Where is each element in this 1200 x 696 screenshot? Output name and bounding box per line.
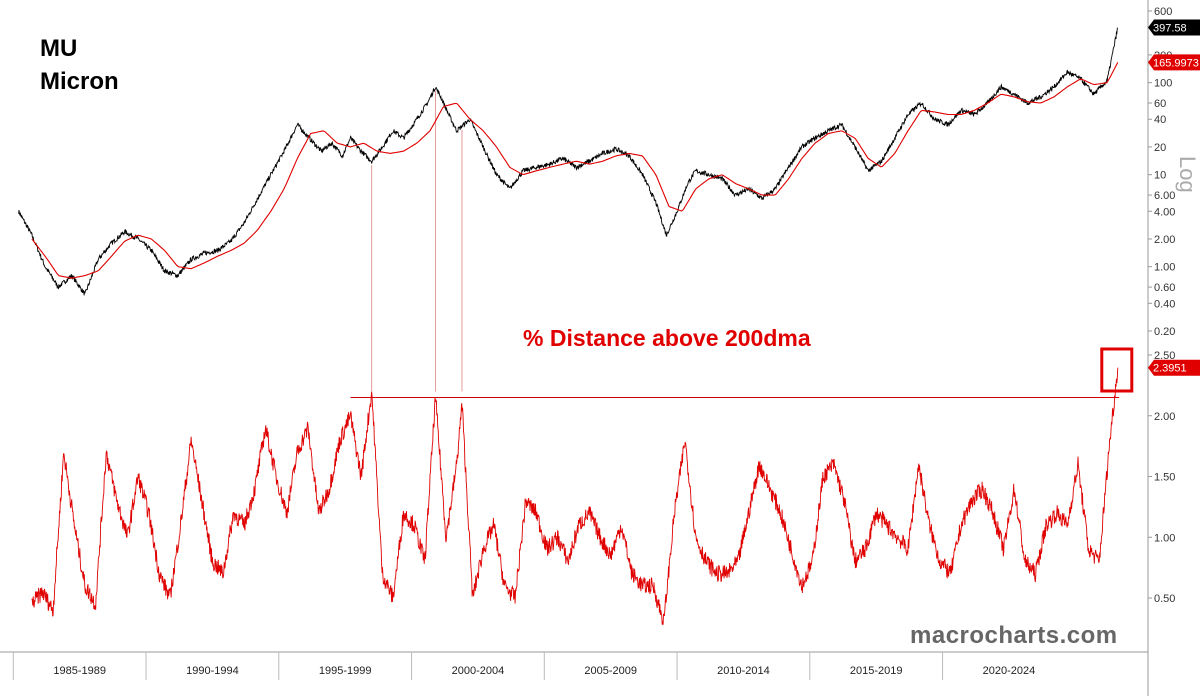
company-label: Micron <box>40 68 119 95</box>
latest-reading-box <box>1100 347 1134 393</box>
x-category-label: 1995-1999 <box>319 665 372 677</box>
lower-y-tick-label: 1.00 <box>1154 532 1175 544</box>
y-tick-label: 100 <box>1154 78 1172 90</box>
x-category-label: 2010-2014 <box>717 665 770 677</box>
x-category-label: 2005-2009 <box>584 665 637 677</box>
y-tick-label: 600 <box>1154 6 1172 18</box>
y-axis-title: Log <box>1175 156 1200 193</box>
y-tick-label: 20 <box>1154 142 1166 154</box>
last-price-flag-text: 397.58 <box>1153 22 1187 34</box>
lower-y-tick-label: 0.50 <box>1154 593 1175 605</box>
lower-panel-title: % Distance above 200dma <box>523 325 811 351</box>
last-price-flag: 397.58 <box>1148 19 1200 36</box>
ticker-label: MU <box>40 35 78 62</box>
last-ma-flag: 165.9973 <box>1148 54 1200 71</box>
x-category-label: 1985-1989 <box>53 665 106 677</box>
y-tick-label: 0.20 <box>1154 326 1175 338</box>
price-series-line <box>18 27 1118 296</box>
y-tick-label: 10 <box>1154 170 1166 182</box>
y-tick-label: 6.00 <box>1154 190 1175 202</box>
lower-y-tick-label: 2.50 <box>1154 350 1175 362</box>
lower-y-tick-label: 1.50 <box>1154 472 1175 484</box>
last-distance-flag-text: 2.3951 <box>1153 363 1187 375</box>
x-category-label: 2015-2019 <box>850 665 903 677</box>
x-category-label: 2000-2004 <box>452 665 505 677</box>
watermark: macrocharts.com <box>910 622 1118 649</box>
y-tick-label: 0.60 <box>1154 282 1175 294</box>
last-ma-flag-text: 165.9973 <box>1153 57 1199 69</box>
y-tick-label: 1.00 <box>1154 262 1175 274</box>
distance-above-200dma-line <box>31 367 1119 625</box>
last-distance-flag-bg <box>1148 359 1200 376</box>
y-tick-label: 4.00 <box>1154 206 1175 218</box>
moving-average-line <box>31 62 1119 279</box>
y-tick-label: 2.00 <box>1154 234 1175 246</box>
lower-y-tick-label: 2.00 <box>1154 411 1175 423</box>
y-tick-label: 0.40 <box>1154 298 1175 310</box>
x-category-label: 1990-1994 <box>186 665 239 677</box>
y-tick-label: 60 <box>1154 98 1166 110</box>
last-distance-flag: 2.3951 <box>1148 359 1200 376</box>
y-tick-label: 40 <box>1154 114 1166 126</box>
x-category-label: 2020-2024 <box>983 665 1036 677</box>
last-ma-flag-bg <box>1148 54 1200 71</box>
last-price-flag-bg <box>1148 19 1200 36</box>
